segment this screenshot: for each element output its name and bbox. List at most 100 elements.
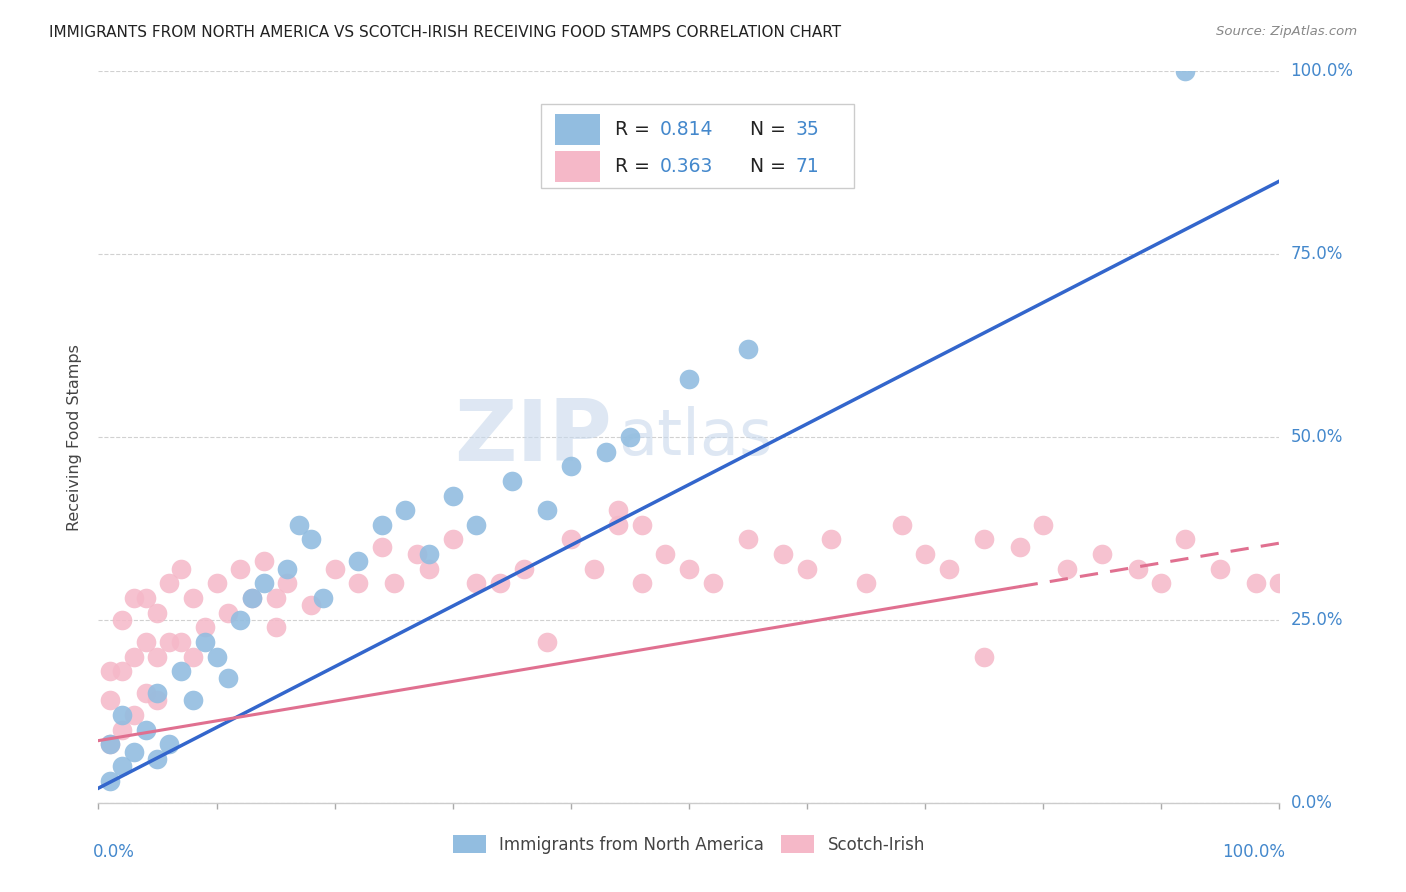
Point	[194, 635, 217, 649]
Point	[122, 745, 145, 759]
Text: ZIP: ZIP	[454, 395, 612, 479]
Point	[382, 576, 405, 591]
Text: 0.363: 0.363	[659, 157, 713, 176]
Text: Source: ZipAtlas.com: Source: ZipAtlas.com	[1216, 25, 1357, 38]
Point	[1174, 64, 1197, 78]
Point	[170, 664, 193, 678]
Point	[418, 562, 440, 576]
Point	[98, 664, 121, 678]
Text: atlas: atlas	[619, 406, 772, 468]
Point	[205, 649, 228, 664]
Point	[536, 503, 558, 517]
Text: 71: 71	[796, 157, 818, 176]
Point	[157, 635, 180, 649]
Point	[264, 591, 287, 605]
Point	[512, 562, 534, 576]
Point	[560, 533, 582, 547]
Point	[323, 562, 346, 576]
Point	[406, 547, 429, 561]
Point	[890, 517, 912, 532]
Text: 100.0%: 100.0%	[1222, 843, 1285, 861]
FancyBboxPatch shape	[555, 151, 600, 182]
Point	[772, 547, 794, 561]
Point	[194, 620, 217, 634]
Point	[1174, 533, 1197, 547]
Point	[583, 562, 606, 576]
Point	[441, 533, 464, 547]
Text: N =: N =	[751, 157, 792, 176]
Text: 25.0%: 25.0%	[1291, 611, 1343, 629]
Point	[240, 591, 263, 605]
Point	[1244, 576, 1267, 591]
Point	[253, 576, 276, 591]
Point	[820, 533, 842, 547]
Point	[465, 517, 488, 532]
Point	[630, 576, 652, 591]
Point	[181, 693, 204, 707]
Point	[122, 591, 145, 605]
FancyBboxPatch shape	[541, 104, 855, 188]
Point	[595, 444, 617, 458]
Point	[1126, 562, 1149, 576]
Point	[157, 737, 180, 751]
Point	[146, 686, 169, 700]
Text: 50.0%: 50.0%	[1291, 428, 1343, 446]
Point	[98, 693, 121, 707]
Point	[938, 562, 960, 576]
Point	[441, 489, 464, 503]
Point	[737, 533, 759, 547]
Point	[111, 664, 134, 678]
Point	[371, 540, 394, 554]
Point	[240, 591, 263, 605]
Text: R =: R =	[614, 157, 655, 176]
Point	[264, 620, 287, 634]
Point	[678, 371, 700, 385]
Point	[181, 649, 204, 664]
Point	[229, 562, 252, 576]
Point	[299, 533, 322, 547]
Point	[111, 613, 134, 627]
Point	[418, 547, 440, 561]
Point	[607, 517, 630, 532]
Point	[1150, 576, 1173, 591]
Point	[122, 649, 145, 664]
Point	[253, 554, 276, 568]
Point	[678, 562, 700, 576]
Point	[501, 474, 523, 488]
Point	[1008, 540, 1031, 554]
Point	[1056, 562, 1078, 576]
Point	[111, 759, 134, 773]
Point	[276, 576, 298, 591]
Point	[489, 576, 512, 591]
Text: 0.0%: 0.0%	[1291, 794, 1333, 812]
Text: R =: R =	[614, 120, 655, 138]
Point	[181, 591, 204, 605]
Text: 75.0%: 75.0%	[1291, 245, 1343, 263]
Point	[1091, 547, 1114, 561]
Point	[465, 576, 488, 591]
Point	[98, 737, 121, 751]
Point	[276, 562, 298, 576]
Text: 0.0%: 0.0%	[93, 843, 135, 861]
Point	[1032, 517, 1054, 532]
FancyBboxPatch shape	[555, 114, 600, 145]
Point	[560, 459, 582, 474]
Point	[98, 737, 121, 751]
Point	[702, 576, 724, 591]
Text: 0.814: 0.814	[659, 120, 713, 138]
Point	[607, 503, 630, 517]
Point	[347, 554, 370, 568]
Point	[973, 533, 995, 547]
Point	[217, 606, 239, 620]
Point	[135, 686, 157, 700]
Text: IMMIGRANTS FROM NORTH AMERICA VS SCOTCH-IRISH RECEIVING FOOD STAMPS CORRELATION : IMMIGRANTS FROM NORTH AMERICA VS SCOTCH-…	[49, 25, 841, 40]
Point	[170, 562, 193, 576]
Point	[135, 635, 157, 649]
Point	[619, 430, 641, 444]
Point	[146, 649, 169, 664]
Point	[111, 708, 134, 723]
Point	[288, 517, 311, 532]
Y-axis label: Receiving Food Stamps: Receiving Food Stamps	[67, 343, 83, 531]
Point	[135, 591, 157, 605]
Legend: Immigrants from North America, Scotch-Irish: Immigrants from North America, Scotch-Ir…	[446, 829, 932, 860]
